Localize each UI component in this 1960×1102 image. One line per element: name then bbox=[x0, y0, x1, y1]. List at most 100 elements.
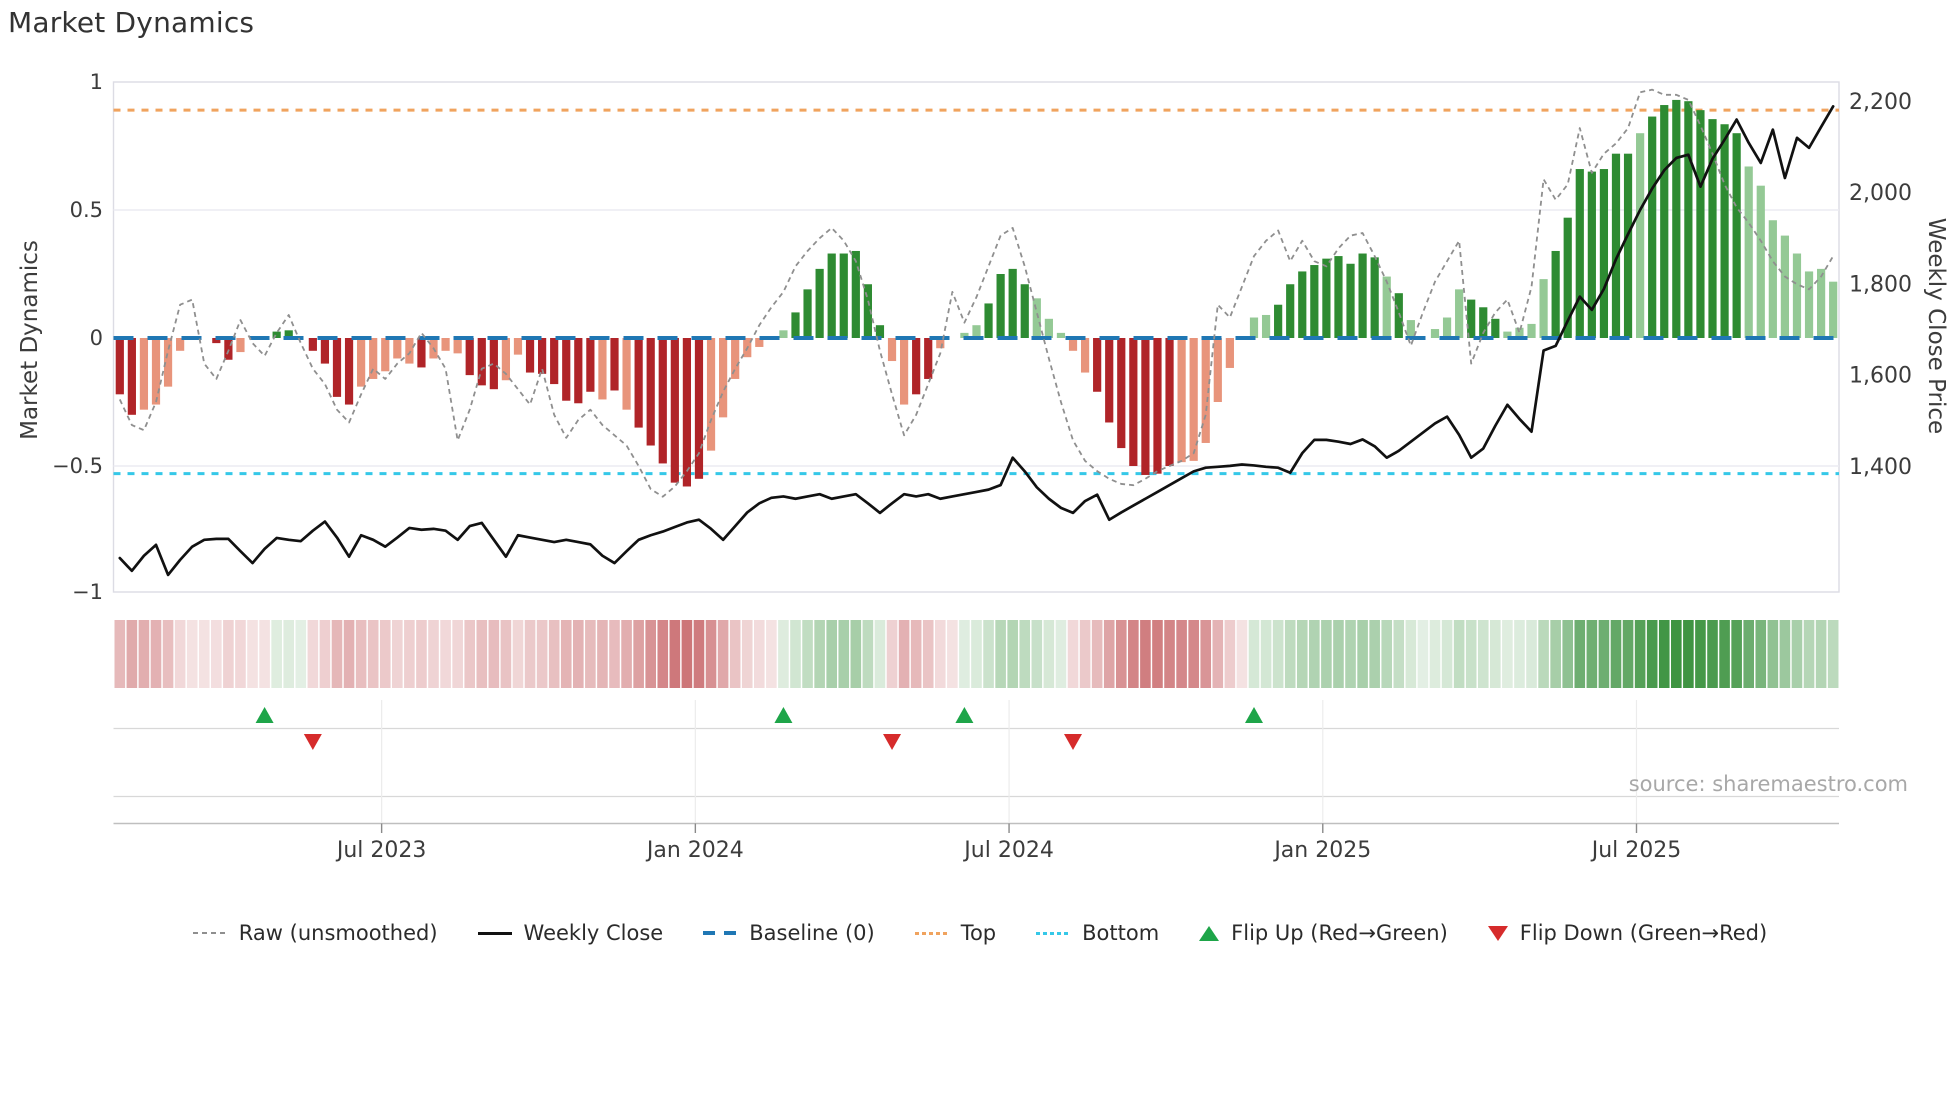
bar bbox=[1117, 338, 1126, 449]
bar bbox=[1829, 281, 1838, 338]
heatmap-cell bbox=[1103, 620, 1115, 688]
bar bbox=[1008, 268, 1017, 338]
bar bbox=[272, 331, 281, 338]
heatmap-cell bbox=[548, 620, 560, 688]
heatmap-cell bbox=[1188, 620, 1199, 688]
heatmap-cell bbox=[367, 620, 379, 688]
bar bbox=[1551, 250, 1560, 338]
bar bbox=[1479, 307, 1488, 338]
bar bbox=[610, 338, 619, 391]
gray-dash-icon bbox=[192, 932, 227, 934]
bar bbox=[465, 338, 474, 376]
heatmap-cell bbox=[633, 620, 644, 688]
legend-label: Weekly Close bbox=[523, 921, 664, 945]
heatmap-cell bbox=[1128, 620, 1139, 688]
heatmap-cell bbox=[1550, 620, 1561, 688]
heatmap-cell bbox=[488, 620, 500, 688]
bar bbox=[320, 338, 330, 364]
bar bbox=[1467, 299, 1476, 338]
page-title: Market Dynamics bbox=[8, 6, 255, 39]
left-tick-label: 0 bbox=[90, 326, 103, 350]
bar bbox=[1611, 153, 1621, 338]
heatmap-cell bbox=[922, 620, 934, 688]
bar bbox=[1587, 171, 1596, 338]
heatmap-cell bbox=[1683, 620, 1694, 688]
bar bbox=[1539, 279, 1548, 338]
heatmap-cell bbox=[1658, 620, 1670, 688]
heatmap-cell bbox=[729, 620, 741, 688]
heatmap-cell bbox=[186, 620, 198, 688]
heatmap-cell bbox=[1453, 620, 1465, 688]
bar bbox=[1358, 253, 1367, 338]
legend-label: Flip Down (Green→Red) bbox=[1519, 921, 1768, 945]
heatmap-cell bbox=[1115, 620, 1127, 688]
heatmap-cell bbox=[1429, 620, 1441, 688]
bar bbox=[694, 338, 704, 479]
heatmap-cell bbox=[416, 620, 427, 688]
bar bbox=[1189, 338, 1198, 461]
bar bbox=[1213, 338, 1222, 402]
flip-up-marker-icon bbox=[955, 707, 974, 723]
heatmap-cell bbox=[1067, 620, 1079, 688]
legend-item-blue-dash: Baseline (0) bbox=[703, 921, 875, 945]
bar bbox=[1732, 133, 1741, 338]
heatmap-cell bbox=[621, 620, 632, 688]
heatmap-cell bbox=[741, 620, 753, 688]
bar bbox=[1768, 220, 1777, 338]
month-tick-label: Jul 2024 bbox=[962, 838, 1054, 863]
bar bbox=[139, 338, 149, 410]
bar bbox=[863, 284, 872, 338]
heatmap-cell bbox=[404, 620, 415, 688]
bar bbox=[1599, 169, 1609, 338]
heatmap-cell bbox=[1743, 620, 1755, 688]
heatmap-cell bbox=[138, 620, 150, 688]
bar bbox=[1261, 314, 1271, 338]
bar bbox=[151, 338, 161, 405]
heatmap-cell bbox=[343, 620, 355, 688]
heatmap-cell bbox=[500, 620, 512, 688]
heatmap-cell bbox=[1248, 620, 1260, 688]
heatmap-cell bbox=[1477, 620, 1489, 688]
heatmap-cell bbox=[1707, 620, 1718, 688]
bar bbox=[1044, 318, 1053, 338]
bar bbox=[719, 338, 728, 418]
heatmap-cell bbox=[1200, 620, 1212, 688]
left-tick-label: 1 bbox=[90, 70, 103, 94]
bar bbox=[405, 338, 414, 364]
legend: Raw (unsmoothed) Weekly Close Baseline (0)… bbox=[0, 921, 1960, 945]
heatmap-cell bbox=[307, 620, 319, 688]
heatmap-cell bbox=[1091, 620, 1103, 688]
heatmap-cell bbox=[1791, 620, 1803, 688]
flip-up-marker-icon bbox=[1245, 707, 1264, 723]
bar bbox=[176, 338, 185, 351]
legend-item-down-tri: Flip Down (Green→Red) bbox=[1487, 921, 1768, 945]
bar bbox=[574, 338, 583, 404]
bar bbox=[236, 338, 245, 353]
bar bbox=[357, 338, 366, 387]
bar bbox=[538, 338, 547, 374]
heatmap-cell bbox=[1574, 620, 1586, 688]
bar bbox=[1310, 265, 1319, 338]
bar bbox=[1153, 338, 1162, 474]
heatmap-cell bbox=[379, 620, 391, 688]
heatmap-cell bbox=[862, 620, 874, 688]
heatmap-cell bbox=[198, 620, 210, 688]
bar bbox=[1382, 276, 1391, 338]
bar bbox=[1249, 317, 1259, 338]
legend-label: Bottom bbox=[1082, 921, 1160, 945]
bar bbox=[163, 338, 173, 387]
heatmap-cell bbox=[995, 620, 1006, 688]
bar bbox=[1177, 338, 1186, 463]
heatmap-cell bbox=[331, 620, 343, 688]
bar bbox=[284, 330, 293, 338]
heatmap-cell bbox=[886, 620, 898, 688]
bar bbox=[1684, 101, 1693, 338]
heatmap-cell bbox=[560, 620, 572, 688]
heatmap-cell bbox=[235, 620, 246, 688]
bar bbox=[489, 338, 498, 390]
heatmap-cell bbox=[355, 620, 367, 688]
bar bbox=[912, 338, 921, 395]
bar bbox=[1322, 258, 1331, 338]
bar bbox=[1442, 317, 1452, 338]
heatmap-cell bbox=[1357, 620, 1368, 688]
